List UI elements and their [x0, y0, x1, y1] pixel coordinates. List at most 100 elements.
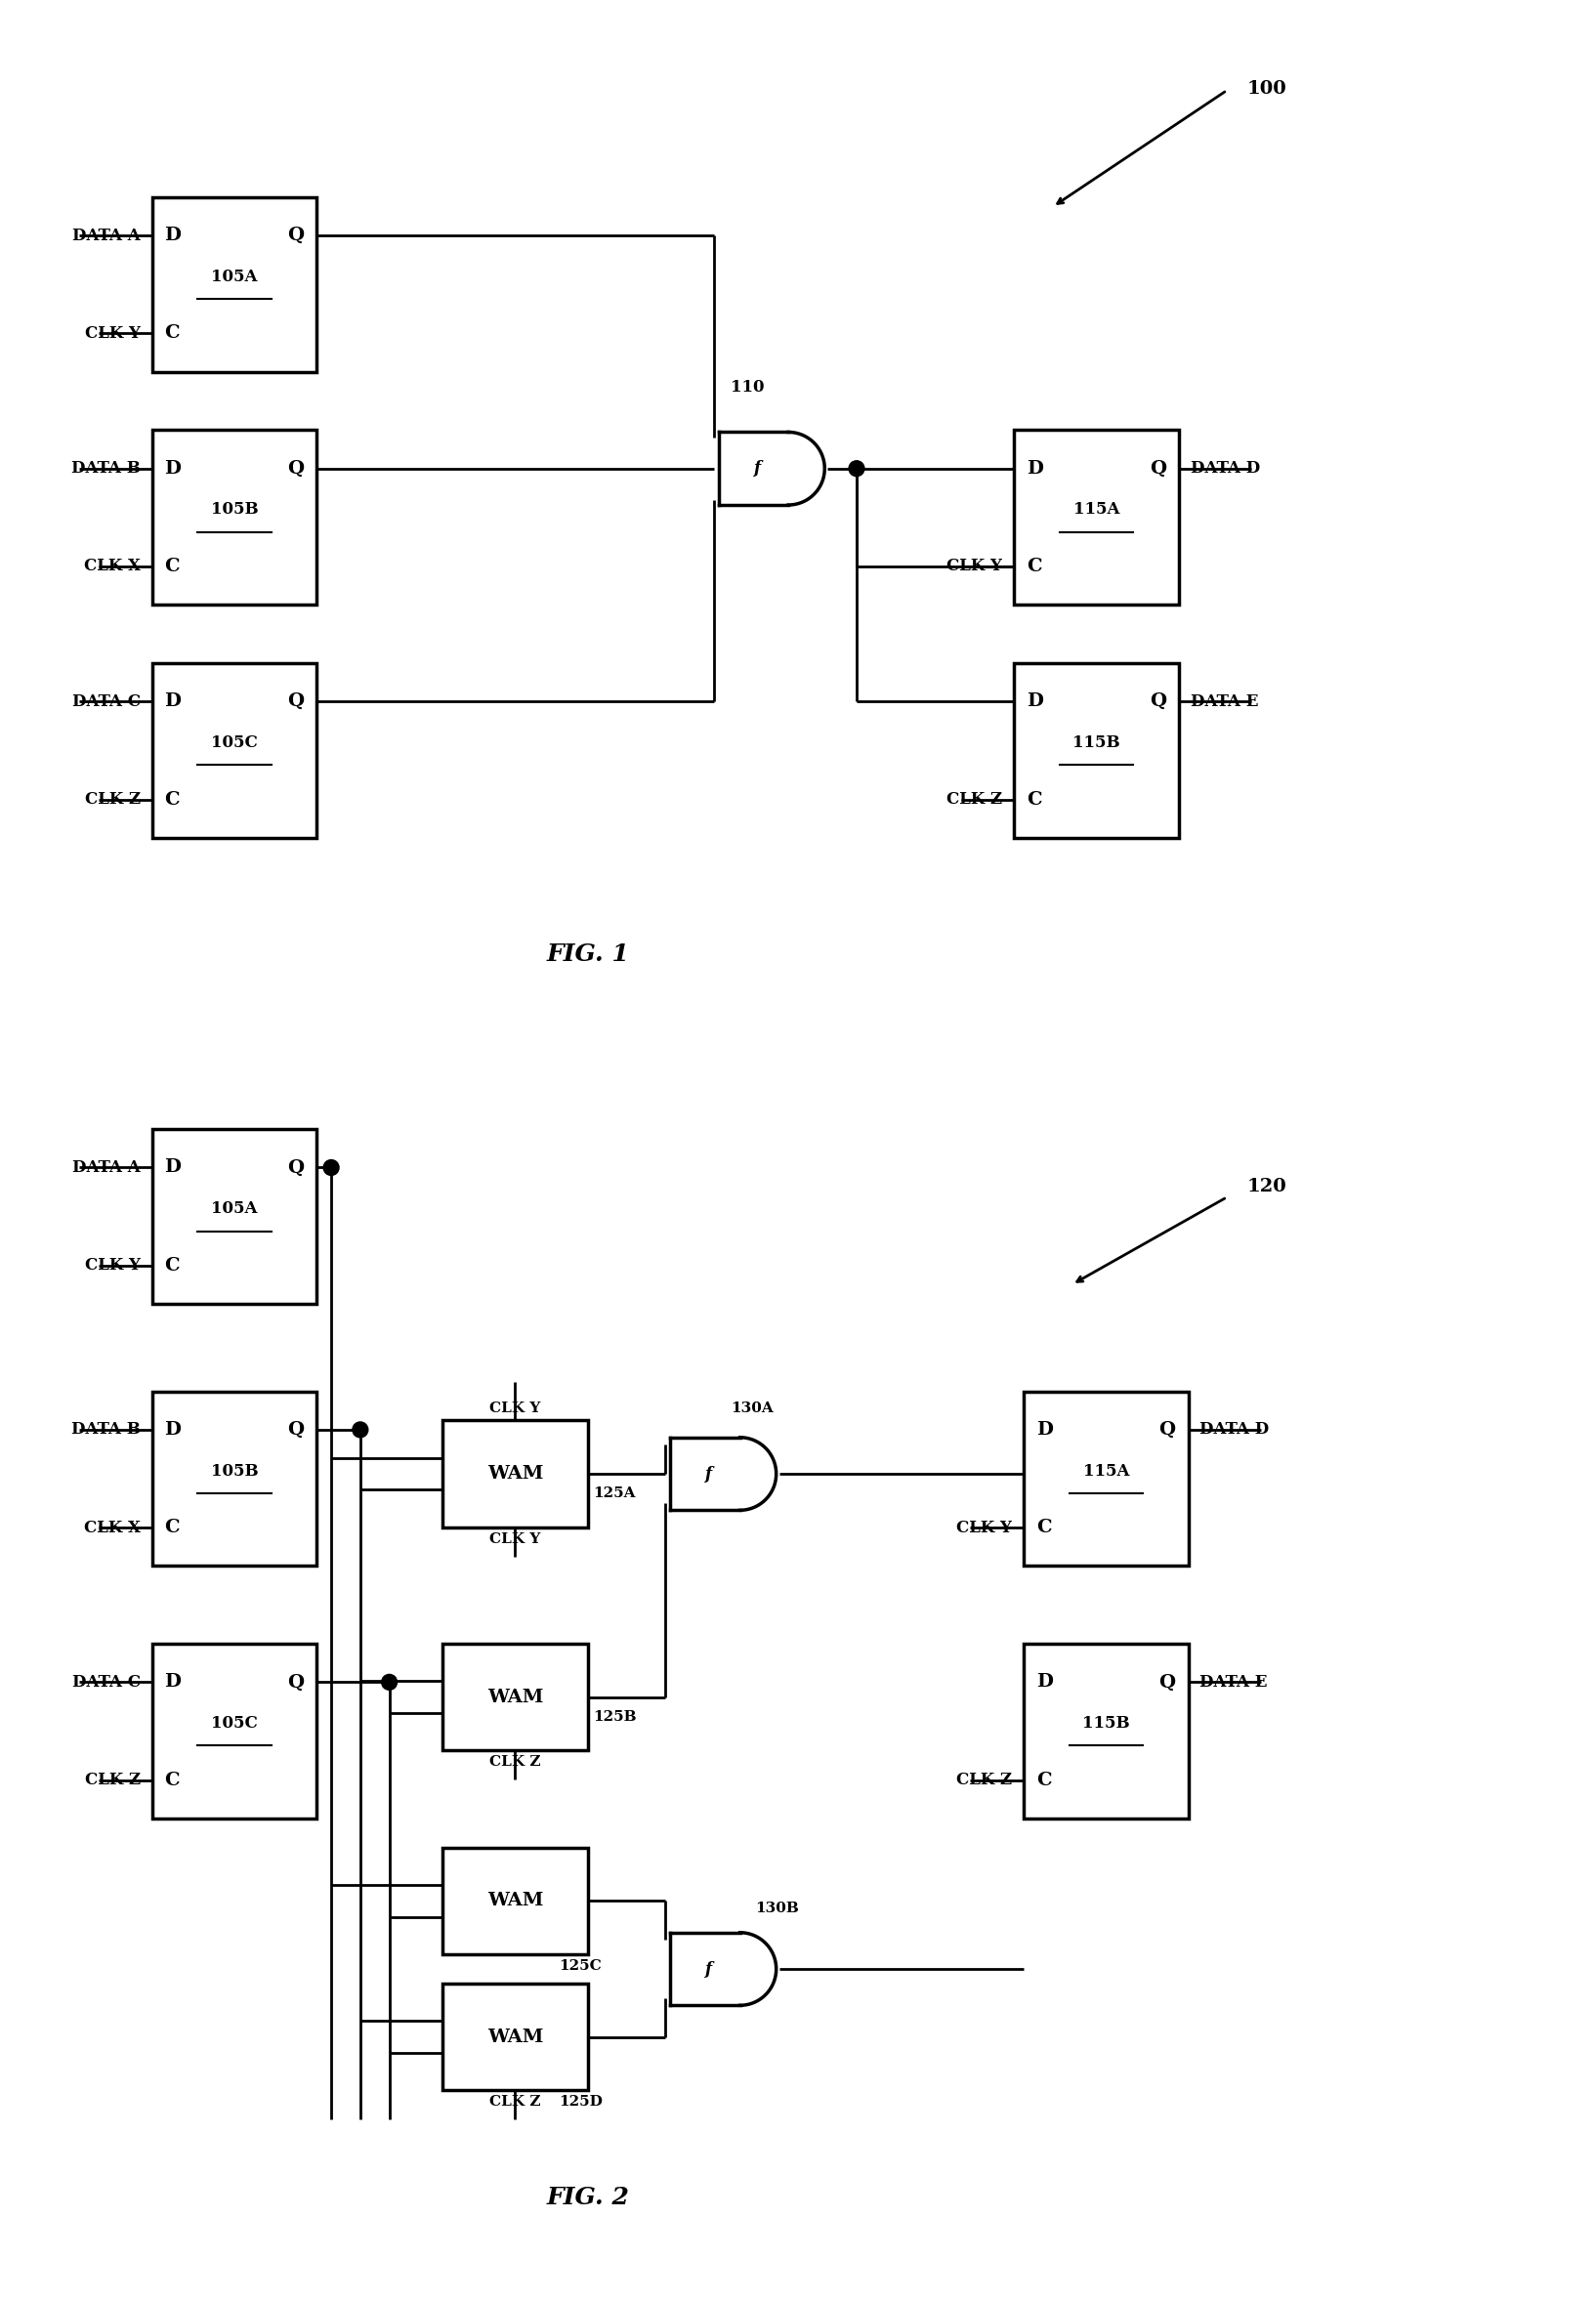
Text: Q: Q — [1159, 1673, 1176, 1691]
Text: 105C: 105C — [211, 1714, 257, 1733]
Text: Q: Q — [287, 1422, 305, 1438]
Text: 105A: 105A — [211, 269, 257, 285]
Text: C: C — [1026, 792, 1042, 808]
Text: Q: Q — [287, 1673, 305, 1691]
Text: WAM: WAM — [487, 1891, 543, 1910]
Text: 115B: 115B — [1073, 734, 1120, 750]
Text: 120: 120 — [1246, 1178, 1286, 1194]
Circle shape — [381, 1675, 397, 1689]
Bar — [152, 1392, 316, 1567]
Text: 125D: 125D — [559, 2096, 603, 2108]
Bar — [442, 1420, 587, 1528]
Text: D: D — [164, 460, 182, 476]
Text: DATA D: DATA D — [1200, 1422, 1269, 1438]
Text: C: C — [164, 557, 180, 575]
Bar — [442, 1983, 587, 2089]
Text: CLK Z: CLK Z — [85, 1772, 140, 1788]
Text: C: C — [164, 1772, 180, 1788]
Text: WAM: WAM — [487, 1466, 543, 1482]
Text: D: D — [1026, 693, 1044, 711]
Text: f: f — [705, 1466, 712, 1482]
Bar — [1013, 430, 1178, 605]
Bar — [442, 1848, 587, 1954]
Text: CLK Z: CLK Z — [946, 792, 1002, 808]
Text: DATA E: DATA E — [1191, 693, 1258, 709]
Bar — [1013, 663, 1178, 838]
Text: C: C — [164, 1519, 180, 1537]
Circle shape — [324, 1160, 338, 1176]
Text: D: D — [1026, 460, 1044, 476]
Text: 100: 100 — [1246, 81, 1286, 99]
Text: DATA D: DATA D — [1191, 460, 1259, 476]
Text: FIG. 2: FIG. 2 — [546, 2186, 629, 2209]
Text: D: D — [164, 1160, 182, 1176]
Text: f: f — [753, 460, 761, 476]
Circle shape — [353, 1422, 369, 1438]
Text: Q: Q — [287, 460, 305, 476]
Text: CLK Y: CLK Y — [490, 1532, 541, 1546]
Text: C: C — [164, 324, 180, 343]
Text: 130B: 130B — [755, 1903, 798, 1914]
Bar — [152, 198, 316, 373]
Text: 105B: 105B — [211, 502, 259, 518]
Text: DATA A: DATA A — [72, 228, 140, 244]
Text: DATA A: DATA A — [72, 1160, 140, 1176]
Text: CLK Y: CLK Y — [946, 559, 1002, 575]
Text: D: D — [164, 1673, 182, 1691]
Text: Q: Q — [1149, 693, 1167, 711]
Bar — [152, 1130, 316, 1305]
Text: Q: Q — [287, 1160, 305, 1176]
Text: DATA E: DATA E — [1200, 1673, 1267, 1691]
Text: FIG. 1: FIG. 1 — [546, 943, 629, 966]
Text: 115A: 115A — [1073, 502, 1119, 518]
Circle shape — [849, 460, 865, 476]
Text: D: D — [164, 693, 182, 711]
Text: 105B: 105B — [211, 1463, 259, 1480]
Text: f: f — [705, 1960, 712, 1977]
Text: CLK X: CLK X — [83, 1519, 140, 1535]
Text: 125B: 125B — [592, 1710, 637, 1723]
Text: Q: Q — [1149, 460, 1167, 476]
Text: C: C — [1026, 557, 1042, 575]
Bar — [1023, 1392, 1189, 1567]
Text: 125A: 125A — [592, 1486, 635, 1500]
Text: 115B: 115B — [1082, 1714, 1130, 1733]
Text: CLK Z: CLK Z — [85, 792, 140, 808]
Text: Q: Q — [287, 693, 305, 711]
Text: C: C — [164, 792, 180, 808]
Text: DATA B: DATA B — [72, 1422, 140, 1438]
Text: 115A: 115A — [1082, 1463, 1128, 1480]
Text: CLK Y: CLK Y — [956, 1519, 1012, 1535]
Text: Q: Q — [1159, 1422, 1176, 1438]
Bar — [1023, 1643, 1189, 1818]
Text: D: D — [164, 228, 182, 244]
Text: WAM: WAM — [487, 2027, 543, 2046]
Text: CLK Z: CLK Z — [490, 2096, 541, 2108]
Text: 125C: 125C — [559, 1958, 602, 1972]
Text: 110: 110 — [731, 380, 764, 396]
Text: D: D — [1036, 1422, 1053, 1438]
Text: 105A: 105A — [211, 1201, 257, 1217]
Text: D: D — [1036, 1673, 1053, 1691]
Bar — [152, 1643, 316, 1818]
Text: C: C — [1036, 1772, 1052, 1788]
Text: CLK Y: CLK Y — [490, 1401, 541, 1415]
Text: WAM: WAM — [487, 1689, 543, 1705]
Text: CLK Z: CLK Z — [490, 1756, 541, 1769]
Text: CLK Z: CLK Z — [956, 1772, 1012, 1788]
Bar — [152, 430, 316, 605]
Text: C: C — [164, 1256, 180, 1275]
Bar — [442, 1643, 587, 1751]
Bar — [152, 663, 316, 838]
Text: DATA B: DATA B — [72, 460, 140, 476]
Text: DATA C: DATA C — [72, 693, 140, 709]
Text: Q: Q — [287, 228, 305, 244]
Text: 105C: 105C — [211, 734, 257, 750]
Text: CLK Y: CLK Y — [85, 324, 140, 341]
Text: DATA C: DATA C — [72, 1673, 140, 1691]
Text: 130A: 130A — [731, 1401, 774, 1415]
Text: CLK X: CLK X — [83, 559, 140, 575]
Text: C: C — [1036, 1519, 1052, 1537]
Text: D: D — [164, 1422, 182, 1438]
Text: CLK Y: CLK Y — [85, 1256, 140, 1275]
